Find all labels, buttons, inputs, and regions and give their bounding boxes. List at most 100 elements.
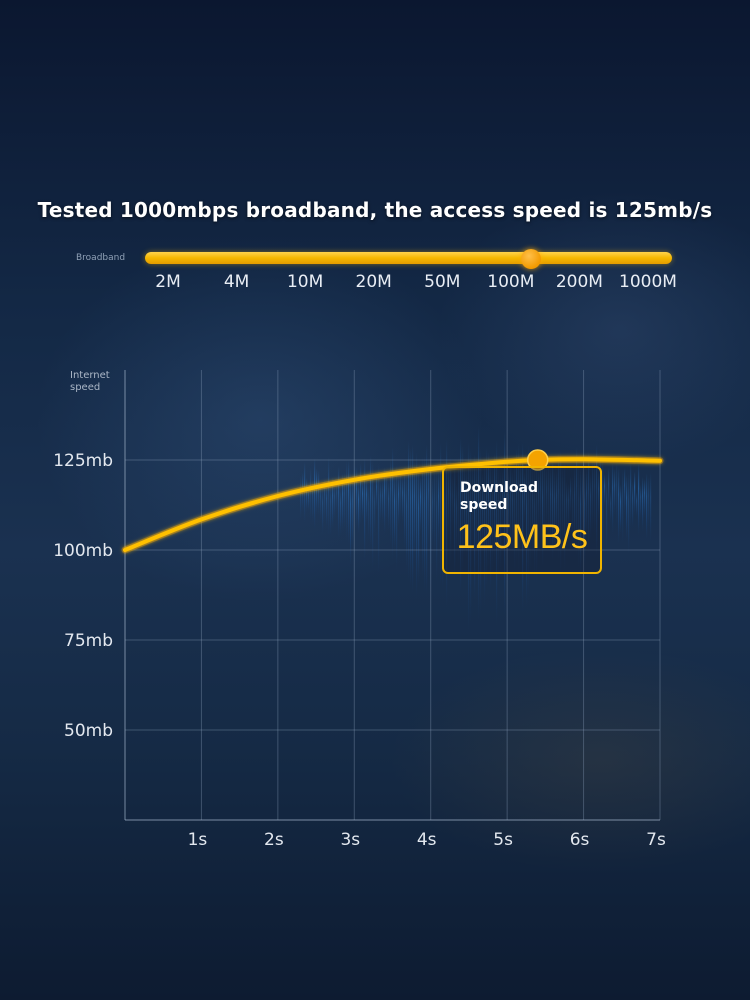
wave-bar xyxy=(428,456,430,551)
wave-bar xyxy=(336,480,338,515)
wave-bar xyxy=(344,471,346,533)
wave-bar xyxy=(322,485,324,536)
wave-bar xyxy=(456,482,458,555)
x-tick-label: 6s xyxy=(570,830,590,850)
wave-bar xyxy=(490,457,492,593)
wave-bar xyxy=(472,460,474,552)
wave-bar xyxy=(412,444,414,595)
x-tick-label: 7s xyxy=(646,830,666,850)
wave-bar xyxy=(522,442,524,613)
wave-bar xyxy=(636,491,638,518)
wave-bar xyxy=(420,476,422,535)
highlight-point xyxy=(526,449,549,471)
y-tick-label: 125mb xyxy=(53,451,113,471)
wave-bar xyxy=(360,463,362,526)
wave-bar xyxy=(536,455,538,586)
y-tick-label: 75mb xyxy=(64,631,113,651)
wave-bar xyxy=(374,483,376,537)
wave-bar xyxy=(568,483,570,533)
wave-bar xyxy=(616,462,618,527)
wave-bar xyxy=(612,462,614,535)
wave-bar xyxy=(514,460,516,578)
wave-bar xyxy=(424,455,426,594)
wave-bar xyxy=(632,481,634,529)
wave-bar xyxy=(482,472,484,556)
wave-bar xyxy=(334,483,336,521)
wave-bar xyxy=(504,431,506,618)
wave-bar xyxy=(588,451,590,557)
wave-bar xyxy=(506,456,508,585)
wave-bar xyxy=(542,460,544,568)
wave-bar xyxy=(378,463,380,576)
wave-bar xyxy=(464,465,466,557)
wave-bar xyxy=(610,491,612,525)
wave-bar xyxy=(436,468,438,583)
wave-bar xyxy=(558,453,560,561)
wave-bar xyxy=(550,466,552,547)
wave-bar xyxy=(488,451,490,569)
wave-bar xyxy=(394,475,396,551)
wave-bar xyxy=(348,459,350,546)
wave-bar xyxy=(638,463,640,536)
wave-bar xyxy=(602,457,604,556)
wave-bar xyxy=(452,474,454,536)
download-speed-label: Download speed xyxy=(460,480,539,513)
wave-bar xyxy=(404,466,406,551)
wave-bar xyxy=(578,461,580,570)
wave-bar xyxy=(524,472,526,526)
broadband-knob[interactable] xyxy=(521,249,542,269)
wave-bar xyxy=(368,482,370,541)
wave-bar xyxy=(372,460,374,571)
wave-bar xyxy=(628,472,630,556)
broadband-tick-1000m: 1000M xyxy=(619,272,677,292)
wave-bar xyxy=(484,457,486,607)
wave-bar xyxy=(312,476,314,525)
wave-bar xyxy=(422,456,424,580)
wave-bar xyxy=(528,443,530,604)
wave-bar xyxy=(302,472,304,513)
download-speed-box: Download speed 125MB/s xyxy=(442,466,602,574)
wave-bar xyxy=(590,473,592,539)
wave-bar xyxy=(460,438,462,595)
wave-bar xyxy=(500,470,502,576)
wave-bar xyxy=(530,450,532,575)
wave-bar xyxy=(304,462,306,524)
wave-bar xyxy=(512,470,514,554)
wave-bar xyxy=(584,468,586,567)
wave-bar xyxy=(386,469,388,526)
wave-bar xyxy=(414,460,416,562)
wave-bar xyxy=(450,456,452,565)
wave-bar xyxy=(496,440,498,626)
wave-bar xyxy=(618,467,620,545)
wave-bar xyxy=(392,446,394,562)
grid xyxy=(125,370,661,820)
broadband-tick-10m: 10M xyxy=(286,272,324,292)
wave-bar xyxy=(366,478,368,525)
wave-bar xyxy=(340,485,342,537)
broadband-tick-4m: 4M xyxy=(223,272,250,292)
wave-bar xyxy=(576,446,578,559)
wave-bar xyxy=(614,468,616,518)
wave-bar xyxy=(470,449,472,623)
wave-bar xyxy=(498,465,500,584)
wave-bar xyxy=(626,475,628,540)
wave-bar xyxy=(546,467,548,531)
broadband-label: Broadband xyxy=(76,253,126,263)
wave-bar xyxy=(402,476,404,525)
wave-bar xyxy=(572,474,574,547)
wave-bar xyxy=(342,472,344,533)
wave-bar xyxy=(580,465,582,577)
wave-bar xyxy=(586,468,588,539)
wave-bar xyxy=(548,460,550,543)
wave-bar xyxy=(434,467,436,558)
wave-bar xyxy=(642,476,644,532)
broadband-tick-100m: 100M xyxy=(487,272,535,292)
wave-bar xyxy=(314,458,316,531)
wave-bar xyxy=(508,470,510,549)
wave-bar xyxy=(644,479,646,519)
wave-bar xyxy=(400,470,402,522)
wave-bar xyxy=(606,472,608,555)
wave-bar xyxy=(330,481,332,538)
y-tick-label: 100mb xyxy=(53,541,113,561)
